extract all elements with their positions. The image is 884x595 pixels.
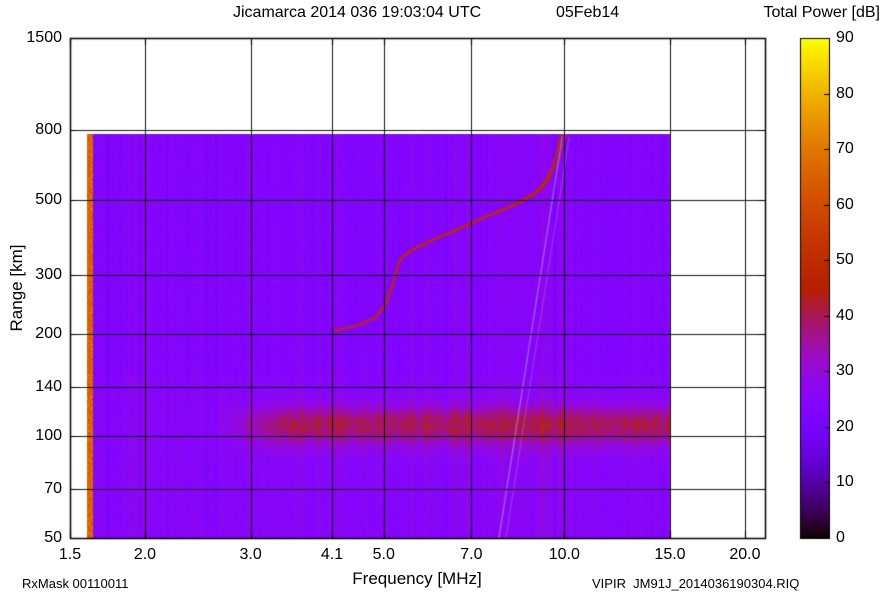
colorbar-tick-label: 90 <box>836 29 854 46</box>
x-tick-label: 7.0 <box>460 546 483 563</box>
colorbar-tick-label: 30 <box>836 362 854 380</box>
colorbar-tick-label: 50 <box>836 251 854 269</box>
y-tick-label: 200 <box>35 325 62 343</box>
y-axis-label: Range [km] <box>7 244 26 332</box>
x-axis-label: Frequency [MHz] <box>352 569 482 588</box>
y-tick-label: 70 <box>44 479 62 497</box>
x-tick-label: 1.5 <box>58 546 82 563</box>
colorbar-tick-label: 10 <box>836 473 854 491</box>
y-tick-label: 140 <box>35 377 62 395</box>
plot-title: Jicamarca 2014 036 19:03:04 UTC <box>233 4 482 21</box>
x-tick-label: 2.0 <box>133 546 157 563</box>
colorbar-title: Total Power [dB] <box>763 4 881 21</box>
x-tick-label: 20.0 <box>729 546 761 563</box>
y-tick-label: 500 <box>35 190 62 208</box>
rxmask-annotation: RxMask 00110011 <box>22 576 129 591</box>
x-tick-label: 15.0 <box>654 546 686 563</box>
y-tick-label: 800 <box>35 121 62 139</box>
colorbar-tick-label: 80 <box>836 84 854 102</box>
x-tick-label: 3.0 <box>239 546 262 563</box>
plot-date: 05Feb14 <box>556 4 620 21</box>
colorbar-tick-label: 0 <box>836 529 845 546</box>
y-tick-label: 1500 <box>26 29 62 46</box>
colorbar-tick-label: 40 <box>836 306 854 324</box>
file-annotation: VIPIR JM91J_2014036190304.RIQ <box>592 576 800 591</box>
x-tick-label: 10.0 <box>548 546 580 563</box>
x-tick-label: 4.1 <box>320 546 344 563</box>
y-tick-label: 300 <box>35 265 62 283</box>
colorbar-tick-label: 20 <box>836 417 854 435</box>
colorbar-tick-label: 70 <box>836 140 854 158</box>
y-tick-label: 100 <box>35 427 62 445</box>
colorbar-tick-label: 60 <box>836 195 854 213</box>
x-tick-label: 5.0 <box>372 546 395 563</box>
y-tick-label: 50 <box>44 529 62 546</box>
